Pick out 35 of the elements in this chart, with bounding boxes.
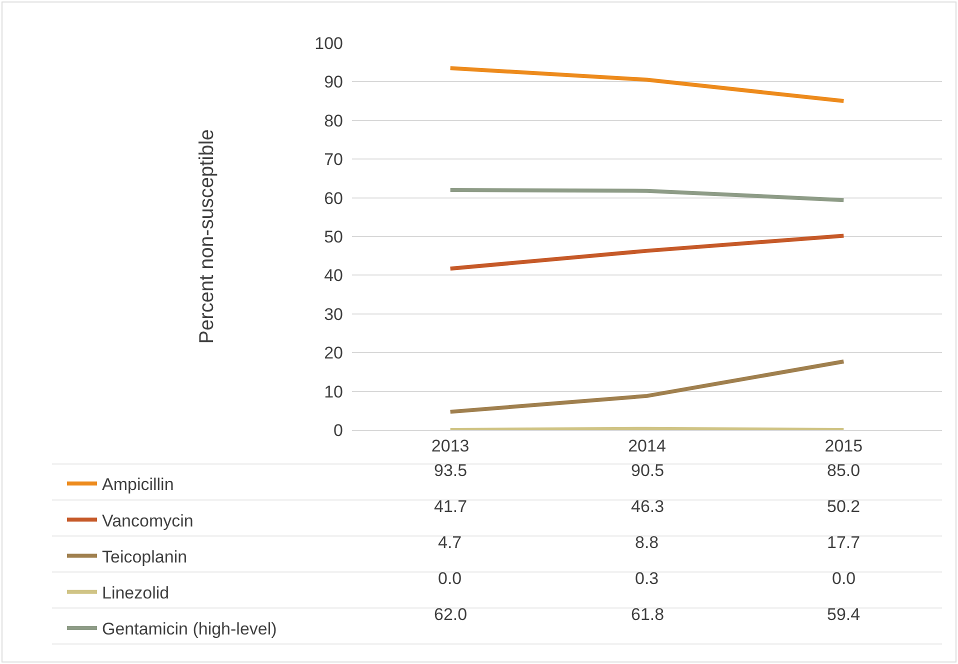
text: 62.0 [434,605,468,624]
y-tick-label: 30 [324,304,343,324]
y-tick-label: 50 [324,227,343,246]
text: 59.4 [827,605,860,624]
y-tick-label: 20 [324,344,343,363]
text: 85.0 [827,461,860,480]
text: 46.3 [631,497,664,516]
y-axis-title: Percent non-susceptible [196,129,218,344]
text: 61.8 [631,605,664,624]
legend-label: Linezolid [102,583,170,602]
y-tick-label: 100 [314,34,343,53]
x-tick-label: 2013 [431,436,470,456]
text: 90.5 [631,461,664,480]
legend-label: Vancomycin [102,511,194,530]
text: 0.0 [832,569,856,588]
text: 0.3 [635,569,659,588]
y-tick-label: 40 [324,266,343,286]
legend-label: Gentamicin (high-level) [102,620,277,639]
text: 50.2 [827,497,860,516]
legend-label: Teicoplanin [102,547,188,566]
text: 41.7 [434,497,468,516]
y-tick-label: 0 [334,420,343,440]
text: 17.7 [827,533,860,552]
text: 93.5 [434,461,468,480]
y-tick-label: 80 [324,111,343,130]
x-tick-label: 2014 [628,436,666,456]
y-tick-label: 10 [324,382,343,402]
x-tick-label: 2015 [824,436,863,456]
text: 0.0 [438,569,462,588]
legend-label: Ampicillin [102,475,174,494]
text: 4.7 [438,533,462,552]
y-tick-label: 60 [324,188,343,208]
text: 8.8 [635,533,659,552]
y-tick-label: 70 [324,150,343,170]
y-tick-label: 90 [324,72,343,92]
